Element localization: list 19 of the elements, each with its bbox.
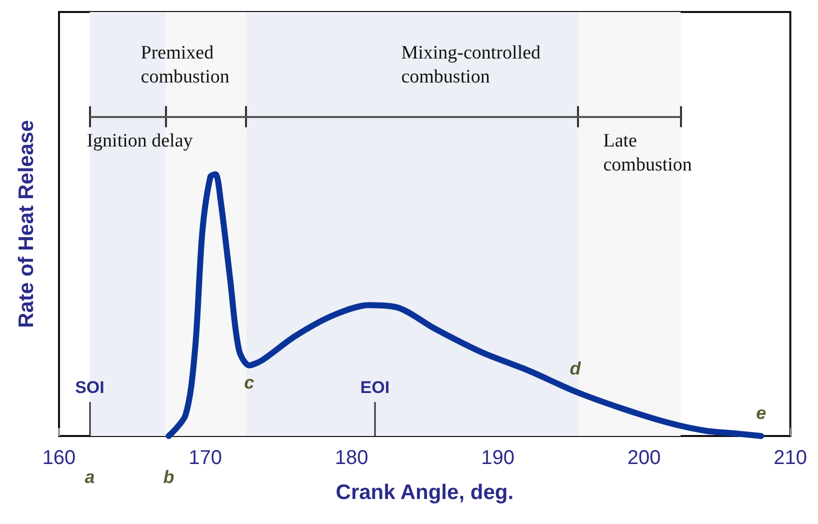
y-axis-title: Rate of Heat Release (15, 120, 38, 328)
band-label: Late combustion (603, 130, 692, 176)
x-tick-label: 170 (188, 447, 222, 469)
x-tick-label: 210 (774, 447, 808, 469)
ref-line-label: EOI (360, 378, 390, 397)
band-label: Mixing-controlled combustion (401, 42, 546, 88)
ref-line-label: SOI (75, 378, 104, 397)
annotation: a (84, 467, 95, 487)
band-label: Premixed combustion (140, 42, 230, 88)
annotation: c (244, 372, 254, 392)
annotation: e (756, 403, 766, 423)
x-axis-title: Crank Angle, deg. (336, 481, 514, 504)
x-tick-label: 180 (334, 447, 368, 469)
x-tick-label: 200 (627, 447, 661, 469)
band-label: Ignition delay (86, 130, 194, 152)
x-tick-label: 160 (42, 447, 76, 469)
x-tick-label: 190 (481, 447, 514, 469)
annotation: b (163, 467, 174, 487)
annotation: d (570, 358, 582, 379)
